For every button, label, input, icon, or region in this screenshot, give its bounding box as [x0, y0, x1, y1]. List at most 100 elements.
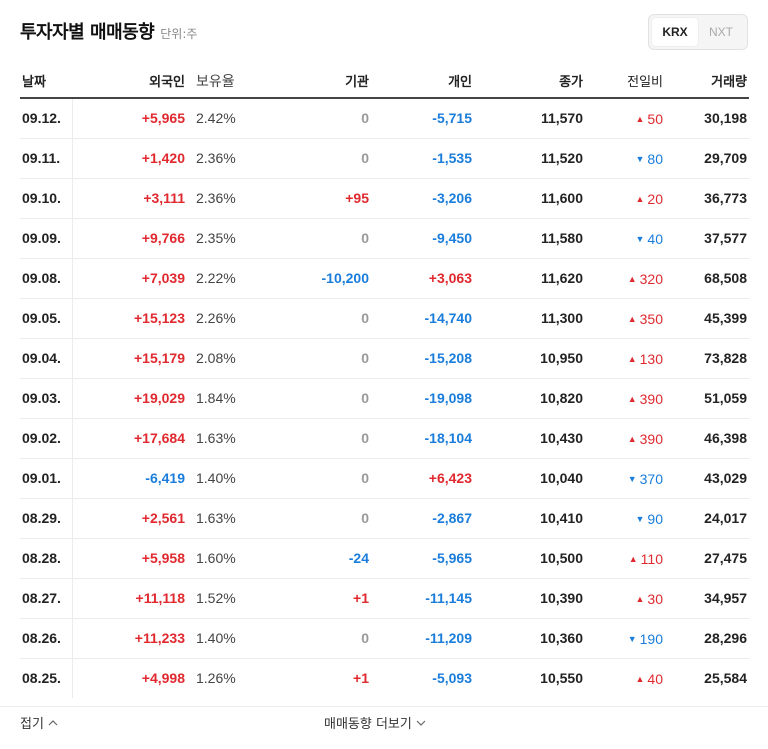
- col-header-institution: 기관: [267, 64, 371, 99]
- triangle-down-icon: ▼: [635, 154, 645, 164]
- change-value: 370: [639, 471, 663, 487]
- cell-institution: 0: [267, 218, 371, 259]
- col-header-change: 전일비: [585, 64, 665, 99]
- exchange-nxt-button[interactable]: NXT: [709, 25, 733, 39]
- section-title: 투자자별 매매동향: [20, 22, 155, 43]
- col-header-holding: 보유율: [187, 64, 267, 99]
- table-row: 09.11. +1,420 2.36% 0 -1,535 11,520 ▼ 80 29,709: [20, 138, 749, 179]
- triangle-up-icon: ▲: [627, 274, 637, 284]
- cell-foreign: +17,684: [72, 418, 187, 459]
- cell-date: 09.08.: [20, 258, 73, 299]
- cell-institution: +1: [353, 670, 369, 687]
- cell-individual: -9,450: [371, 218, 474, 259]
- cell-volume: 28,296: [665, 618, 749, 659]
- cell-foreign: -6,419: [72, 458, 187, 499]
- cell-holding: 1.40%: [187, 618, 267, 659]
- cell-volume: 27,475: [665, 538, 749, 579]
- fold-button[interactable]: 접기: [20, 713, 59, 732]
- table-row: 09.08. +7,039 2.22% -10,200 +3,063 11,620 ▲ 320…: [20, 258, 749, 299]
- cell-volume: 24,017: [665, 498, 749, 539]
- cell-individual: +3,063: [371, 258, 474, 299]
- cell-close: 11,620: [474, 258, 585, 299]
- table-row: 09.01. -6,419 1.40% 0 +6,423 10,040 ▼ 370 43,029: [20, 458, 749, 499]
- cell-holding: 1.84%: [187, 378, 267, 419]
- change-value: 390: [639, 431, 663, 447]
- triangle-up-icon: ▲: [627, 394, 637, 404]
- cell-date: 09.09.: [20, 218, 73, 259]
- more-trading-button[interactable]: 매매동향 더보기: [324, 713, 427, 732]
- cell-volume: 51,059: [665, 378, 749, 419]
- cell-change: ▲ 390: [585, 378, 665, 419]
- cell-foreign: +15,179: [72, 338, 187, 379]
- chevron-up-icon: [48, 719, 58, 725]
- cell-date: 09.03.: [20, 378, 73, 419]
- cell-institution: 0: [267, 378, 371, 419]
- cell-individual: -5,715: [371, 98, 474, 139]
- cell-date: 08.26.: [20, 618, 73, 659]
- change-value: 40: [647, 231, 663, 247]
- unit-label: 단위:주: [160, 27, 198, 41]
- cell-institution: -24: [267, 538, 371, 579]
- cell-close: 10,410: [474, 498, 585, 539]
- triangle-down-icon: ▼: [627, 474, 637, 484]
- cell-change: ▲ 30: [585, 578, 665, 619]
- cell-close: 10,390: [474, 578, 585, 619]
- table-row: 08.27. +11,118 1.52% +1 -11,145 10,390 ▲ 30 34,9…: [20, 578, 749, 619]
- change-value: 320: [639, 271, 663, 287]
- cell-individual: +6,423: [371, 458, 474, 499]
- change-value: 130: [639, 351, 663, 367]
- cell-change: ▼ 90: [585, 498, 665, 539]
- cell-foreign: +5,958: [72, 538, 187, 579]
- change-value: 110: [640, 551, 663, 567]
- cell-institution: 0: [267, 418, 371, 459]
- cell-individual: -14,740: [371, 298, 474, 339]
- triangle-down-icon: ▼: [627, 634, 637, 644]
- cell-holding: 2.08%: [187, 338, 267, 379]
- cell-individual: -1,535: [371, 138, 474, 179]
- cell-close: 10,820: [474, 378, 585, 419]
- cell-date: 08.25.: [20, 658, 73, 698]
- cell-change: ▲ 20: [585, 178, 665, 219]
- cell-institution: 0: [267, 138, 371, 179]
- exchange-krx-button[interactable]: KRX: [652, 18, 698, 46]
- cell-individual: -3,206: [371, 178, 474, 219]
- triangle-up-icon: ▲: [627, 314, 637, 324]
- cell-date: 08.27.: [20, 578, 73, 619]
- cell-foreign: +5,965: [72, 98, 187, 139]
- cell-change: ▲ 40: [585, 658, 665, 698]
- change-value: 190: [639, 631, 663, 647]
- cell-change: ▲ 130: [585, 338, 665, 379]
- cell-close: 10,040: [474, 458, 585, 499]
- table-row: 08.26. +11,233 1.40% 0 -11,209 10,360 ▼ 190 28,2…: [20, 618, 749, 659]
- change-value: 40: [647, 671, 663, 688]
- cell-institution: 0: [267, 98, 371, 139]
- cell-volume: 34,957: [665, 578, 749, 619]
- triangle-up-icon: ▲: [635, 674, 645, 685]
- triangle-up-icon: ▲: [635, 594, 645, 604]
- triangle-down-icon: ▼: [635, 514, 645, 524]
- cell-holding: 1.63%: [187, 418, 267, 459]
- cell-individual: -18,104: [371, 418, 474, 459]
- cell-volume: 45,399: [665, 298, 749, 339]
- cell-foreign: +19,029: [72, 378, 187, 419]
- cell-foreign: +3,111: [72, 178, 187, 219]
- cell-institution: +1: [267, 578, 371, 619]
- chevron-down-icon: [416, 720, 426, 726]
- col-header-individual: 개인: [371, 64, 474, 99]
- cell-volume: 46,398: [665, 418, 749, 459]
- cell-individual: -5,965: [371, 538, 474, 579]
- cell-institution: 0: [267, 298, 371, 339]
- table-row: 09.09. +9,766 2.35% 0 -9,450 11,580 ▼ 40 37,577: [20, 218, 749, 259]
- cell-holding: 2.36%: [187, 178, 267, 219]
- cell-foreign: +9,766: [72, 218, 187, 259]
- cell-foreign: +4,998: [141, 670, 185, 687]
- table-row: 08.25. +4,998 1.26% +1 -5,093 10,550 ▲ 40 25,584: [20, 658, 749, 698]
- table-row: 09.03. +19,029 1.84% 0 -19,098 10,820 ▲ 390 51,0…: [20, 378, 749, 419]
- exchange-toggle: KRX NXT: [648, 14, 748, 50]
- cell-close: 10,550: [540, 670, 583, 687]
- col-header-foreign: 외국인: [72, 64, 187, 99]
- cell-holding: 1.63%: [187, 498, 267, 539]
- table-row: 09.05. +15,123 2.26% 0 -14,740 11,300 ▲ 350 45,3…: [20, 298, 749, 339]
- cell-foreign: +2,561: [72, 498, 187, 539]
- cell-institution: 0: [267, 338, 371, 379]
